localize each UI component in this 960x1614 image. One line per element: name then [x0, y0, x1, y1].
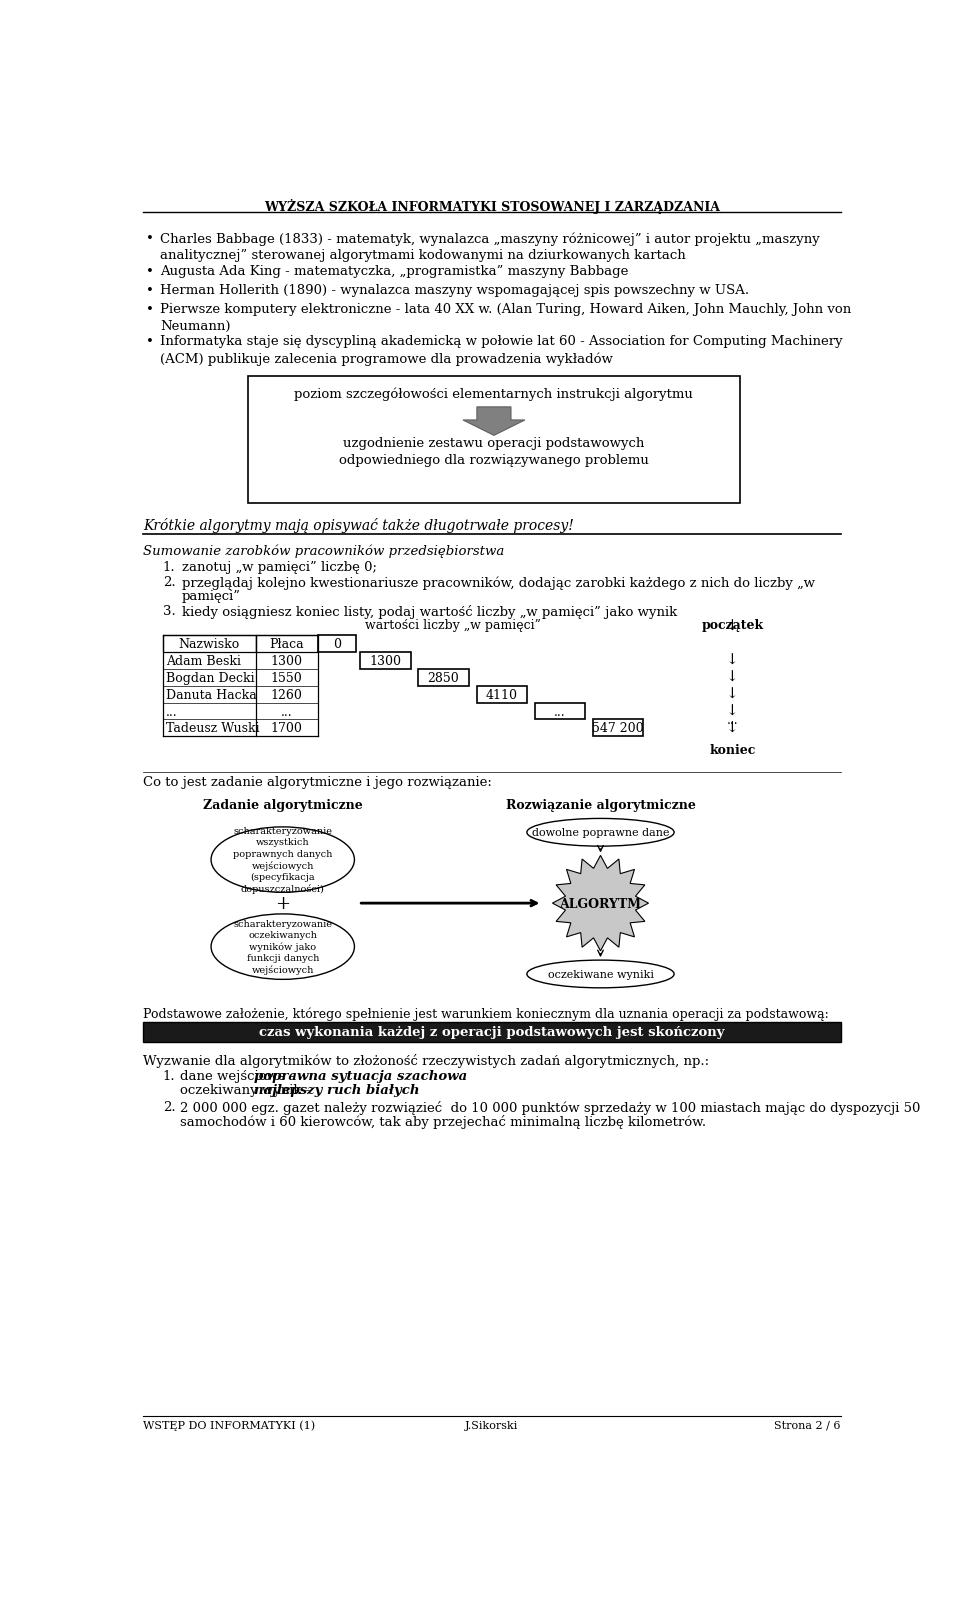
FancyBboxPatch shape: [318, 636, 356, 652]
Text: przeglądaj kolejno kwestionariusze pracowników, dodając zarobki każdego z nich d: przeglądaj kolejno kwestionariusze praco…: [182, 576, 815, 589]
Polygon shape: [463, 408, 525, 436]
Text: Strona 2 / 6: Strona 2 / 6: [775, 1420, 841, 1430]
FancyBboxPatch shape: [419, 670, 468, 686]
Text: Wyzwanie dla algorytmików to złożoność rzeczywistych zadań algorytmicznych, np.:: Wyzwanie dla algorytmików to złożoność r…: [143, 1052, 709, 1067]
Text: początek: początek: [701, 618, 763, 631]
Ellipse shape: [211, 915, 354, 980]
Ellipse shape: [527, 960, 674, 988]
Text: uzgodnienie zestawu operacji podstawowych
odpowiedniego dla rozwiązywanego probl: uzgodnienie zestawu operacji podstawowyc…: [339, 436, 649, 466]
FancyBboxPatch shape: [476, 686, 527, 704]
Text: J.Sikorski: J.Sikorski: [466, 1420, 518, 1430]
Text: ...: ...: [554, 705, 565, 718]
FancyBboxPatch shape: [143, 1022, 841, 1043]
Text: Zadanie algorytmiczne: Zadanie algorytmiczne: [203, 799, 363, 812]
Text: ALGORYTM: ALGORYTM: [560, 897, 641, 910]
Ellipse shape: [527, 818, 674, 847]
Text: ↓: ↓: [726, 620, 738, 633]
Text: ↓: ↓: [726, 688, 738, 702]
Text: •: •: [146, 303, 154, 316]
Text: Co to jest zadanie algorytmiczne i jego rozwiązanie:: Co to jest zadanie algorytmiczne i jego …: [143, 775, 492, 788]
Text: •: •: [146, 284, 154, 297]
Text: pamięci”: pamięci”: [182, 589, 241, 602]
Text: 1260: 1260: [271, 688, 302, 700]
FancyBboxPatch shape: [592, 720, 643, 738]
Text: ...: ...: [727, 713, 738, 726]
Text: WYŻSZA SZKOŁA INFORMATYKI STOSOWANEJ I ZARZĄDZANIA: WYŻSZA SZKOŁA INFORMATYKI STOSOWANEJ I Z…: [264, 199, 720, 213]
Text: kiedy osiągniesz koniec listy, podaj wartość liczby „w pamięci” jako wynik: kiedy osiągniesz koniec listy, podaj war…: [182, 605, 677, 618]
Text: 0: 0: [333, 638, 341, 650]
Text: wartości liczby „w pamięci”: wartości liczby „w pamięci”: [366, 618, 541, 631]
FancyBboxPatch shape: [360, 652, 411, 670]
Text: oczekiwane wyniki: oczekiwane wyniki: [547, 970, 654, 980]
Text: Augusta Ada King - matematyczka, „programistka” maszyny Babbage: Augusta Ada King - matematyczka, „progra…: [160, 265, 629, 278]
Text: dowolne poprawne dane: dowolne poprawne dane: [532, 828, 669, 838]
Text: +: +: [276, 894, 290, 912]
FancyBboxPatch shape: [255, 636, 318, 652]
Text: 2850: 2850: [428, 671, 460, 684]
Text: 1300: 1300: [271, 654, 302, 667]
Text: •: •: [146, 336, 154, 349]
Text: dane wejściowe -: dane wejściowe -: [180, 1070, 300, 1083]
Text: •: •: [146, 265, 154, 278]
Text: 1300: 1300: [370, 654, 401, 667]
Text: ↓: ↓: [726, 705, 738, 718]
Text: zanotuj „w pamięci” liczbę 0;: zanotuj „w pamięci” liczbę 0;: [182, 560, 377, 573]
Text: 1.: 1.: [162, 560, 176, 573]
Ellipse shape: [211, 828, 354, 893]
Text: Charles Babbage (1833) - matematyk, wynalazca „maszyny różnicowej” i autor proje: Charles Babbage (1833) - matematyk, wyna…: [160, 232, 820, 261]
Text: Sumowanie zarobków pracowników przedsiębiorstwa: Sumowanie zarobków pracowników przedsięb…: [143, 544, 505, 557]
FancyBboxPatch shape: [535, 704, 585, 720]
Text: Herman Hollerith (1890) - wynalazca maszyny wspomagającej spis powszechny w USA.: Herman Hollerith (1890) - wynalazca masz…: [160, 284, 750, 297]
Text: 2.: 2.: [162, 576, 176, 589]
Text: Rozwiązanie algorytmiczne: Rozwiązanie algorytmiczne: [506, 799, 695, 812]
Text: poziom szczegółowości elementarnych instrukcji algorytmu: poziom szczegółowości elementarnych inst…: [295, 387, 693, 400]
Text: Tadeusz Wuski: Tadeusz Wuski: [166, 721, 259, 734]
Text: ...: ...: [166, 705, 178, 718]
Text: 2.: 2.: [162, 1101, 176, 1114]
Text: 1700: 1700: [271, 721, 302, 734]
Text: samochodów i 60 kierowców, tak aby przejechać minimalną liczbę kilometrów.: samochodów i 60 kierowców, tak aby przej…: [180, 1114, 707, 1128]
Text: Płaca: Płaca: [270, 638, 304, 650]
Text: ↓: ↓: [726, 671, 738, 684]
Text: •: •: [146, 232, 154, 245]
Text: najlepszy ruch białych: najlepszy ruch białych: [254, 1083, 420, 1096]
Text: 1.: 1.: [162, 1070, 176, 1083]
Text: Krótkie algorytmy mają opisywać także długotrwałe procesy!: Krótkie algorytmy mają opisywać także dł…: [143, 518, 574, 533]
Text: poprawna sytuacja szachowa: poprawna sytuacja szachowa: [254, 1070, 468, 1083]
Text: Bogdan Decki: Bogdan Decki: [166, 671, 254, 684]
Text: Pierwsze komputery elektroniczne - lata 40 XX w. (Alan Turing, Howard Aiken, Joh: Pierwsze komputery elektroniczne - lata …: [160, 303, 852, 332]
Text: czas wykonania każdej z operacji podstawowych jest skończony: czas wykonania każdej z operacji podstaw…: [259, 1025, 725, 1038]
Text: ...: ...: [281, 705, 293, 718]
FancyBboxPatch shape: [162, 636, 255, 652]
Text: 4110: 4110: [486, 688, 517, 700]
Text: 1550: 1550: [271, 671, 302, 684]
Text: oczekiwany wynik -: oczekiwany wynik -: [180, 1083, 315, 1096]
Text: ↓: ↓: [726, 654, 738, 668]
Text: scharakteryzowanie
wszystkich
poprawnych danych
wejściowych
(specyfikacja
dopusz: scharakteryzowanie wszystkich poprawnych…: [233, 826, 332, 894]
Text: WSTĘP DO INFORMATYKI (1): WSTĘP DO INFORMATYKI (1): [143, 1420, 316, 1430]
Text: 3.: 3.: [162, 605, 176, 618]
Text: 2 000 000 egz. gazet należy rozwiązieć  do 10 000 punktów sprzedaży w 100 miasta: 2 000 000 egz. gazet należy rozwiązieć d…: [180, 1101, 921, 1115]
Text: 547 200: 547 200: [592, 721, 644, 734]
Text: Informatyka staje się dyscypliną akademicką w połowie lat 60 - Association for C: Informatyka staje się dyscypliną akademi…: [160, 336, 843, 365]
Text: koniec: koniec: [709, 742, 756, 755]
Text: Danuta Hacka: Danuta Hacka: [166, 688, 256, 700]
Text: scharakteryzowanie
oczekiwanych
wyników jako
funkcji danych
wejściowych: scharakteryzowanie oczekiwanych wyników …: [233, 920, 332, 975]
Text: ↓: ↓: [726, 721, 738, 736]
Text: Adam Beski: Adam Beski: [166, 654, 241, 667]
Text: Nazwisko: Nazwisko: [179, 638, 240, 650]
Text: Podstawowe założenie, którego spełnienie jest warunkiem koniecznym dla uznania o: Podstawowe założenie, którego spełnienie…: [143, 1007, 829, 1020]
Polygon shape: [552, 855, 649, 951]
FancyBboxPatch shape: [248, 376, 740, 504]
